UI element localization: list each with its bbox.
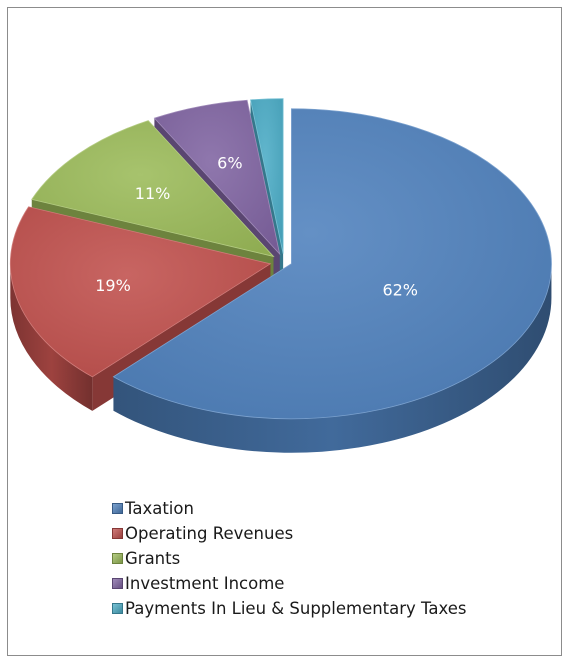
legend-swatch-payments-in-lieu-supplementary-taxes — [112, 603, 123, 614]
data-label-grants: 11% — [135, 184, 171, 203]
legend-item-grants: Grants — [112, 546, 467, 571]
data-label-investment-income: 6% — [217, 154, 242, 173]
data-label-taxation: 62% — [382, 280, 418, 299]
legend-swatch-investment-income — [112, 578, 123, 589]
legend-label-operating-revenues: Operating Revenues — [125, 524, 294, 543]
legend-label-payments-in-lieu-supplementary-taxes: Payments In Lieu & Supplementary Taxes — [125, 599, 467, 618]
legend-item-investment-income: Investment Income — [112, 571, 467, 596]
pie-slice-taxation — [112, 108, 552, 453]
legend-label-grants: Grants — [125, 549, 181, 568]
legend-swatch-taxation — [112, 503, 123, 514]
legend-label-investment-income: Investment Income — [125, 574, 285, 593]
legend-swatch-grants — [112, 553, 123, 564]
legend-item-taxation: Taxation — [112, 496, 467, 521]
legend-item-payments-in-lieu-supplementary-taxes: Payments In Lieu & Supplementary Taxes — [112, 596, 467, 621]
data-label-operating-revenues: 19% — [95, 276, 131, 295]
legend-item-operating-revenues: Operating Revenues — [112, 521, 467, 546]
chart-legend: Taxation Operating Revenues Grants Investme… — [112, 496, 467, 621]
legend-swatch-operating-revenues — [112, 528, 123, 539]
legend-label-taxation: Taxation — [125, 499, 194, 518]
